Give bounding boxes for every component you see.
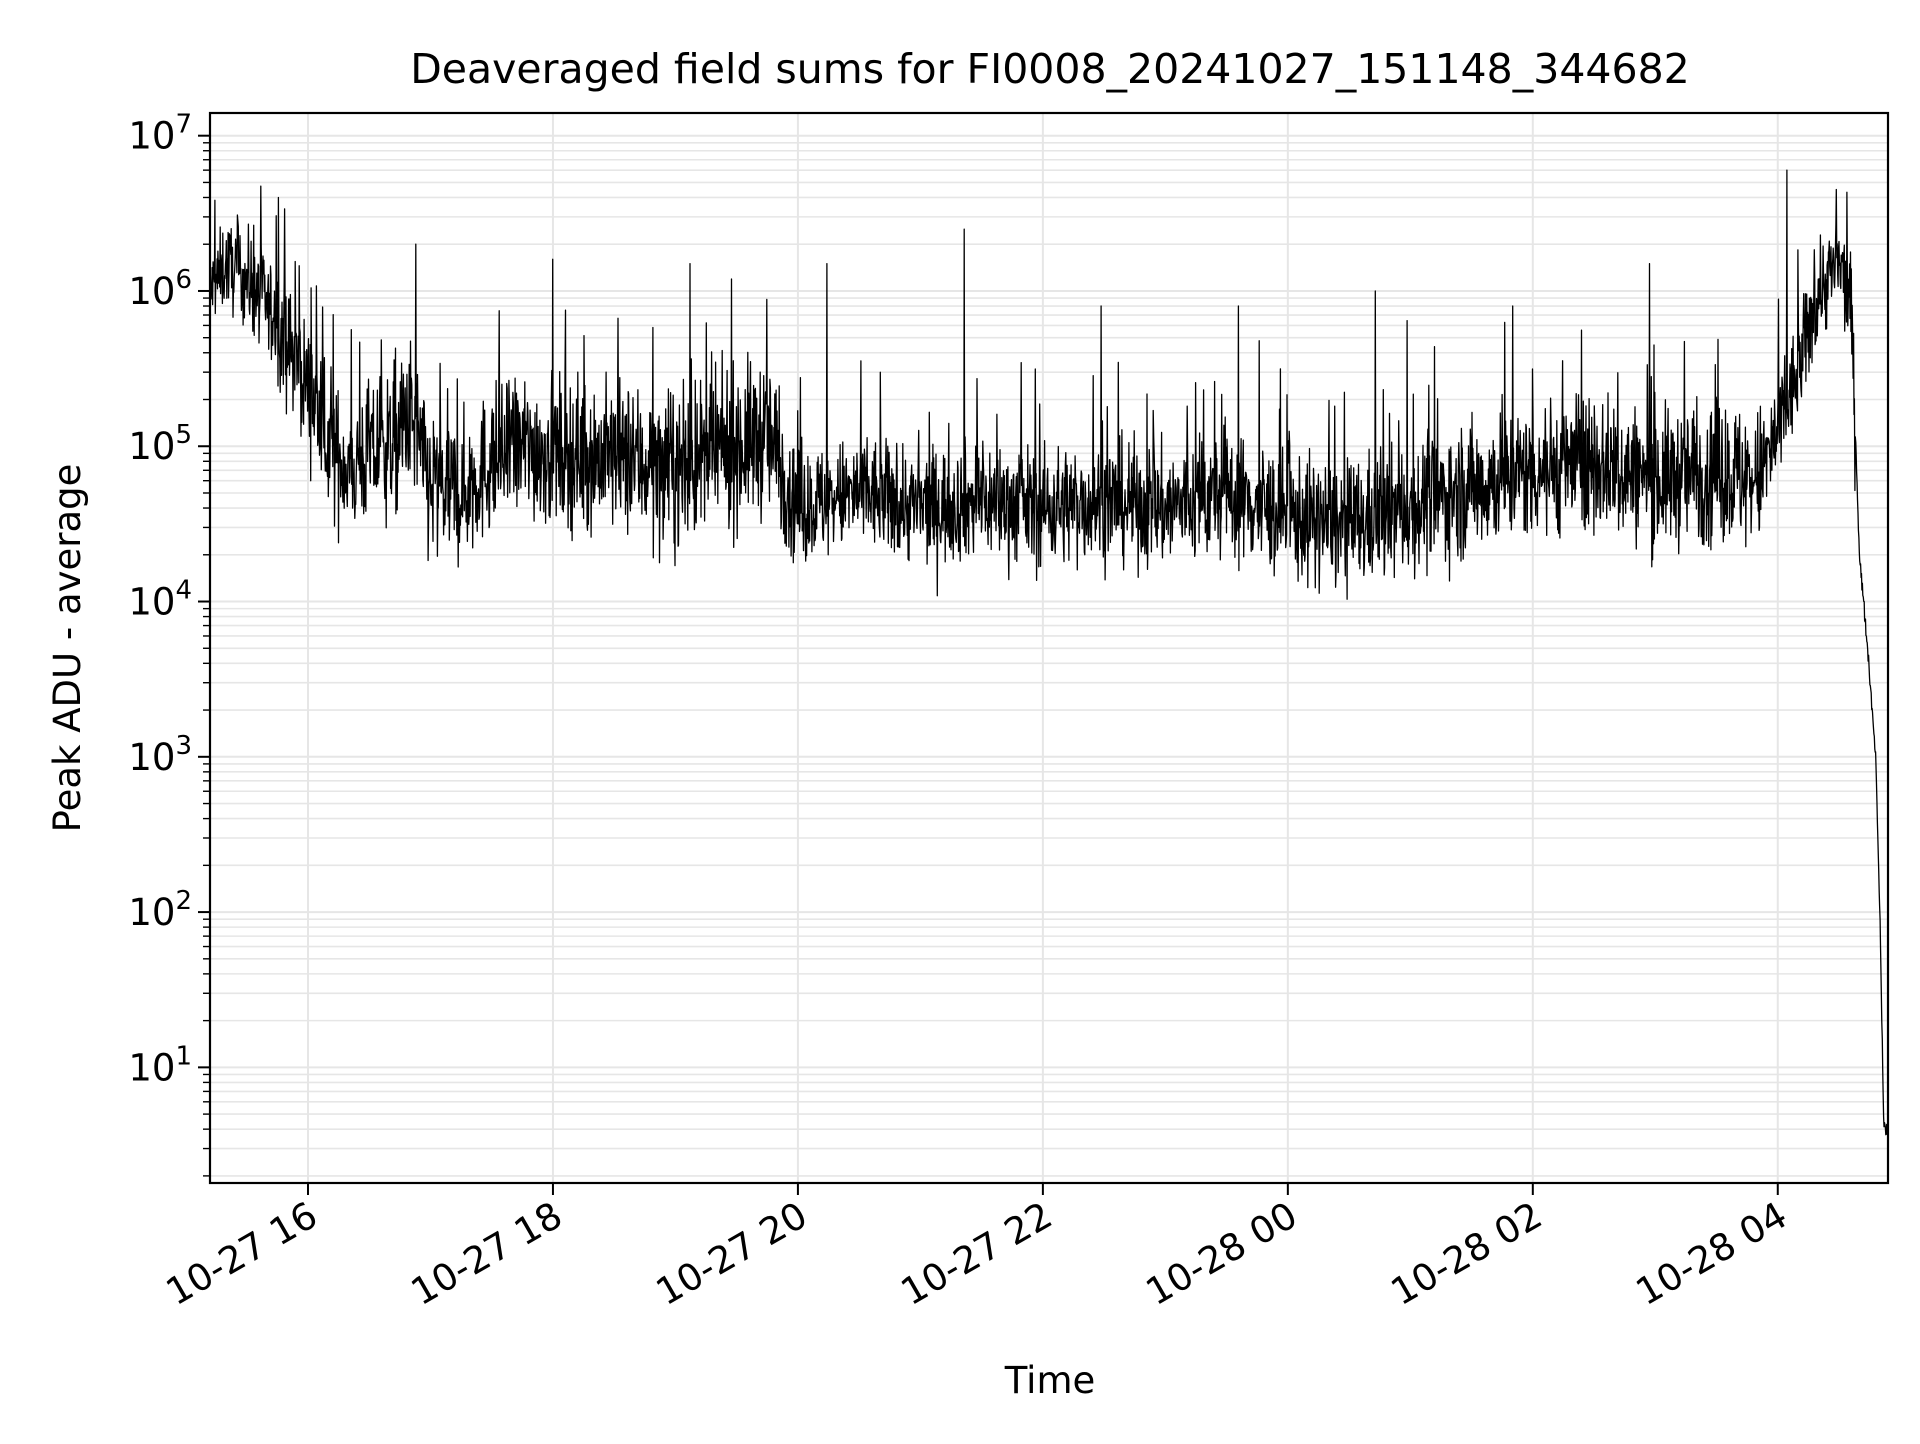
y-tick-label: 105 bbox=[128, 420, 192, 468]
y-tick-label-exponent: 7 bbox=[175, 110, 192, 140]
y-tick-label-base: 10 bbox=[128, 581, 175, 624]
y-tick-label: 103 bbox=[128, 731, 192, 779]
y-tick-label-base: 10 bbox=[128, 736, 175, 779]
y-tick-label-base: 10 bbox=[128, 115, 175, 158]
y-tick-label-base: 10 bbox=[128, 425, 175, 468]
y-tick-label: 106 bbox=[128, 265, 192, 313]
y-tick-label-base: 10 bbox=[128, 891, 175, 934]
y-tick-label: 101 bbox=[128, 1041, 192, 1089]
y-tick-label-exponent: 6 bbox=[175, 265, 192, 295]
y-tick-label: 102 bbox=[128, 886, 192, 934]
y-tick-label-exponent: 2 bbox=[175, 886, 192, 916]
x-axis-label: Time bbox=[1004, 1359, 1096, 1402]
y-tick-label-base: 10 bbox=[128, 1046, 175, 1089]
y-tick-label-base: 10 bbox=[128, 270, 175, 313]
series-line bbox=[209, 169, 1889, 1136]
y-tick-label-exponent: 4 bbox=[175, 576, 192, 606]
y-tick-label: 104 bbox=[128, 576, 192, 624]
y-tick-label-exponent: 5 bbox=[175, 420, 192, 450]
y-axis-label: Peak ADU - average bbox=[46, 464, 89, 833]
plot-area bbox=[209, 169, 1889, 1136]
y-tick-label: 107 bbox=[128, 110, 192, 158]
y-tick-label-exponent: 3 bbox=[175, 731, 192, 761]
chart-title: Deaveraged field sums for FI0008_2024102… bbox=[410, 45, 1690, 93]
y-tick-label-exponent: 1 bbox=[175, 1041, 192, 1071]
